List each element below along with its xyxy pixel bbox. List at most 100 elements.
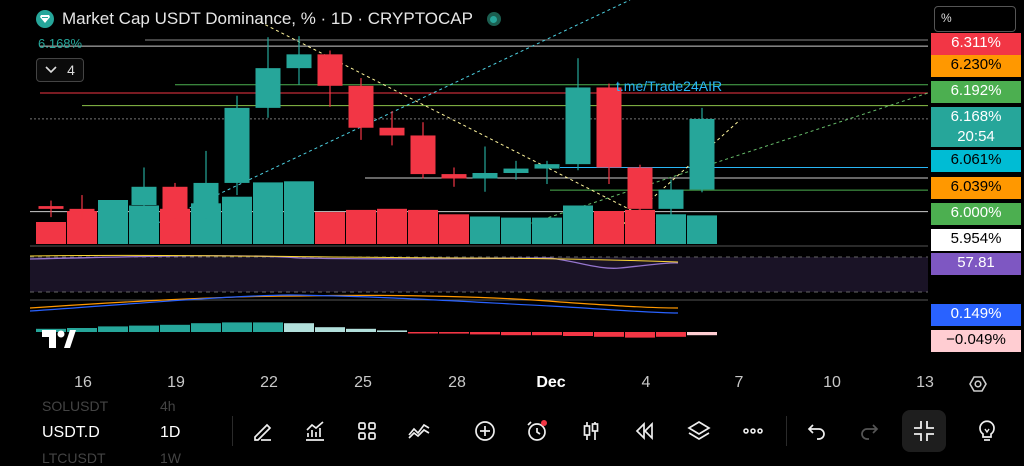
macd-histogram-bar	[284, 323, 314, 332]
chart-title[interactable]: Market Cap USDT Dominance, % · 1D · CRYP…	[62, 9, 473, 28]
candle-body	[224, 107, 250, 183]
replay-button[interactable]	[632, 418, 658, 444]
volume-bar	[284, 181, 314, 244]
candle-body	[565, 87, 591, 165]
date-axis-label: 10	[823, 374, 841, 391]
rsi-band	[30, 257, 928, 292]
price-axis-label: 6.192%	[931, 81, 1021, 103]
macd-histogram-bar	[501, 332, 531, 336]
ideas-button[interactable]	[974, 418, 1000, 444]
alarm-clock-icon	[527, 420, 547, 441]
chart-type-button[interactable]	[578, 418, 604, 444]
tether-logo-icon	[36, 10, 54, 28]
volume-bar	[470, 216, 500, 244]
price-axis-label: −0.049%	[931, 330, 1021, 352]
date-axis-label: Dec	[536, 374, 566, 391]
candle-body	[286, 54, 312, 69]
interval-selector[interactable]: 1D	[160, 424, 181, 441]
price-axis-label: 6.061%	[931, 150, 1021, 172]
macd-histogram-bar	[377, 330, 407, 332]
legend-price: 6.168%	[38, 36, 83, 51]
candle-body	[689, 118, 715, 190]
candle-body	[441, 174, 467, 179]
bottom-toolbar	[0, 402, 1024, 459]
volume-bar	[253, 182, 283, 244]
candle-body	[193, 182, 219, 219]
volume-bar	[656, 214, 686, 244]
candle-body	[627, 167, 653, 209]
volume-bar	[408, 209, 438, 244]
macd-histogram-bar	[439, 332, 469, 334]
next-symbol-ghost: LTCUSDT	[42, 450, 106, 466]
volume-bar	[594, 211, 624, 244]
macd-signal-line	[29, 294, 679, 309]
volume-bar	[315, 212, 345, 244]
price-axis-label: 5.954%	[931, 229, 1021, 251]
layers-icon	[687, 421, 711, 440]
rsi-signal-line	[29, 254, 679, 263]
more-dots-icon	[743, 428, 763, 434]
next-interval-ghost: 1W	[160, 450, 181, 466]
redo-icon	[861, 424, 879, 440]
price-chart[interactable]	[0, 0, 1024, 400]
add-button[interactable]	[472, 418, 498, 444]
candle-body	[503, 168, 529, 173]
alert-button[interactable]	[524, 418, 550, 444]
price-axis-label: 6.230%	[931, 55, 1021, 77]
macd-histogram-bar	[253, 322, 283, 332]
volume-bar	[563, 205, 593, 244]
date-axis-label: 25	[354, 374, 372, 391]
fullscreen-button[interactable]	[902, 410, 946, 452]
chart-line-icon	[306, 421, 324, 441]
chart-text-annotation[interactable]: t.me/Trade24AIR	[616, 78, 723, 94]
candle-body	[38, 206, 64, 209]
macd-histogram-bar	[532, 332, 562, 336]
undo-icon	[807, 424, 825, 440]
macd-histogram-bar	[67, 328, 97, 332]
candle-body	[410, 135, 436, 175]
indicators-toggle-button[interactable]: 4	[36, 58, 84, 82]
lightbulb-icon	[979, 420, 995, 441]
macd-histogram-bar	[346, 328, 376, 332]
date-axis-label: 19	[167, 374, 185, 391]
symbol-selector[interactable]: USDT.D	[42, 424, 100, 441]
volume-bar	[377, 208, 407, 244]
market-status-icon	[486, 12, 501, 26]
price-axis-label: 6.039%	[931, 177, 1021, 199]
date-axis-label: 7	[734, 374, 744, 391]
prev-symbol-ghost: SOLUSDT	[42, 398, 109, 414]
candle-body	[596, 87, 622, 168]
candle-body	[348, 85, 374, 128]
candle-body	[69, 208, 95, 212]
price-axis-label: 6.000%	[931, 203, 1021, 225]
more-button[interactable]	[740, 418, 766, 444]
candle-body	[100, 204, 126, 212]
price-axis-label: 0.149%	[931, 304, 1021, 326]
macd-histogram-bar	[160, 324, 190, 332]
candle-body	[379, 127, 405, 136]
templates-button[interactable]	[354, 418, 380, 444]
undo-button[interactable]	[804, 418, 830, 444]
chart-settings-icon[interactable]	[968, 374, 988, 394]
draw-tool-button[interactable]	[250, 418, 276, 444]
layers-button[interactable]	[686, 418, 712, 444]
volume-bar	[346, 209, 376, 244]
redo-button[interactable]	[856, 418, 882, 444]
compare-lines-icon	[408, 423, 430, 439]
macd-histogram-bar	[594, 332, 624, 337]
indicators-button[interactable]	[302, 418, 328, 444]
collapse-arrows-icon	[914, 421, 934, 441]
compare-button[interactable]	[406, 418, 432, 444]
candle-body	[131, 186, 157, 205]
macd-histogram-bar	[687, 332, 717, 336]
price-axis-label: 57.81	[931, 253, 1021, 275]
macd-histogram-bar	[222, 322, 252, 332]
prev-interval-ghost: 4h	[160, 398, 176, 414]
date-axis-label: 22	[260, 374, 278, 391]
scale-mode-button[interactable]: %	[934, 6, 1016, 32]
chart-header[interactable]: Market Cap USDT Dominance, % · 1D · CRYP…	[36, 8, 501, 30]
macd-histogram-bar	[470, 332, 500, 335]
macd-histogram-bar	[563, 332, 593, 336]
tradingview-logo-icon	[42, 330, 76, 353]
macd-histogram-bar	[625, 332, 655, 338]
